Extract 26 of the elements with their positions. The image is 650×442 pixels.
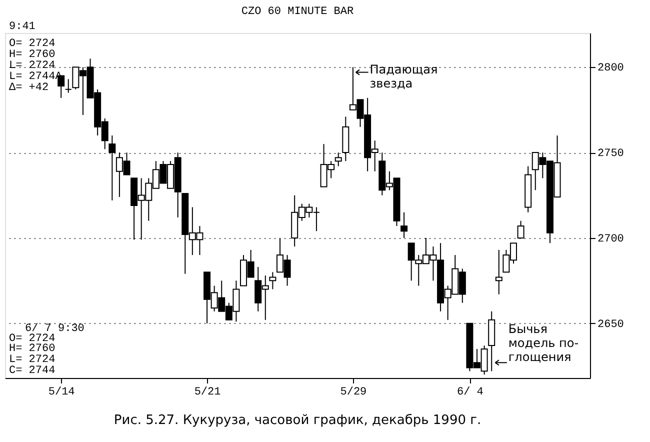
x-tick-label: 5/21 [194,386,222,398]
text: H= 2760 [9,49,56,61]
text: L= 2724 [9,60,56,72]
candlestick [64,78,72,94]
candlestick [269,272,276,290]
annotation: Падающая звезда [370,62,438,90]
chart-title: CZO 60 MINUTE BAR [241,6,354,18]
text: L= 2724 [9,354,56,366]
annotation: 6/ 7 9:30 [25,323,84,335]
text: O= 2724 [9,38,56,50]
candlestick [495,249,502,295]
text: C= 2744 [9,365,56,377]
y-tick-label: 2750 [598,148,624,160]
x-tick-label: 6/ 4 [457,386,484,398]
y-tick-label: 2800 [598,62,624,75]
x-tick-label: 5/14 [48,386,76,398]
text: Рис. 5.27. Кукуруза, часовой график, декабрь 1990 г. [114,413,482,428]
annotation: Бычья модель по- глощения [508,322,579,364]
x-tick-label: 5/29 [340,386,367,398]
text: O= 2724 [9,333,56,345]
y-tick-label: 2700 [598,233,624,246]
text: 9:41 [9,21,36,33]
candlestick [400,212,408,238]
y-tick-label: 2650 [598,318,624,331]
text: Δ= +42 [9,82,49,94]
text: H= 2760 [9,343,56,355]
